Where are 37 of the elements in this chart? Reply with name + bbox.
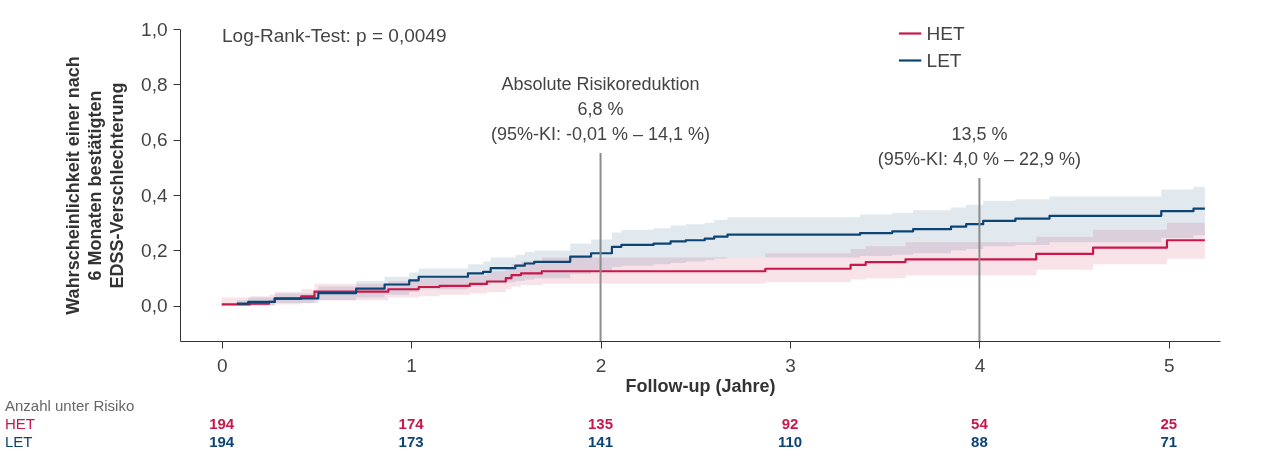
text: 194	[209, 433, 235, 450]
text: LET	[5, 433, 33, 450]
annotation: Log-Rank-Test: p = 0,0049	[222, 25, 447, 46]
y-tick-label: 1,0	[141, 18, 168, 40]
text: 141	[588, 433, 614, 450]
text: 173	[398, 433, 424, 450]
y-tick-label: 0,2	[141, 239, 168, 261]
y-tick-label: 0,0	[141, 295, 168, 317]
text: 25	[1160, 415, 1178, 432]
text: 71	[1160, 433, 1178, 450]
y-tick-label: 0,4	[141, 184, 168, 206]
text: 174	[398, 415, 425, 432]
text: 194	[209, 415, 235, 432]
text: Anzahl unter Risiko	[5, 397, 135, 414]
text: 88	[971, 433, 988, 450]
x-tick-label: 3	[785, 354, 796, 376]
annotation: Absolute Risikoreduktion	[501, 74, 700, 94]
x-axis-title: Follow-up (Jahre)	[625, 375, 776, 396]
text: 54	[971, 415, 989, 432]
legend-label: LET	[926, 49, 962, 71]
x-tick-label: 2	[595, 354, 607, 376]
x-tick-label: 5	[1164, 354, 1175, 376]
y-tick-label: 0,6	[141, 129, 168, 151]
annotation: (95%-KI: -0,01 % – 14,1 %)	[490, 124, 711, 144]
x-tick-label: 1	[406, 354, 417, 376]
annotation: (95%-KI: 4,0 % – 22,9 %)	[877, 149, 1081, 169]
y-axis-title: Wahrscheinlichkeit einer nach 6 Monaten bestätigten EDSS-Verschlechterung	[63, 56, 128, 315]
annotation: 13,5 %	[951, 124, 1008, 144]
legend-label: HET	[926, 22, 965, 44]
text: 110	[777, 433, 803, 450]
x-tick-label: 4	[974, 354, 986, 376]
text: HET	[5, 415, 35, 432]
x-tick-label: 0	[216, 354, 228, 376]
text: 92	[781, 415, 799, 432]
annotation: 6,8 %	[577, 99, 624, 119]
text: 135	[588, 415, 614, 432]
y-tick-label: 0,8	[141, 73, 168, 95]
